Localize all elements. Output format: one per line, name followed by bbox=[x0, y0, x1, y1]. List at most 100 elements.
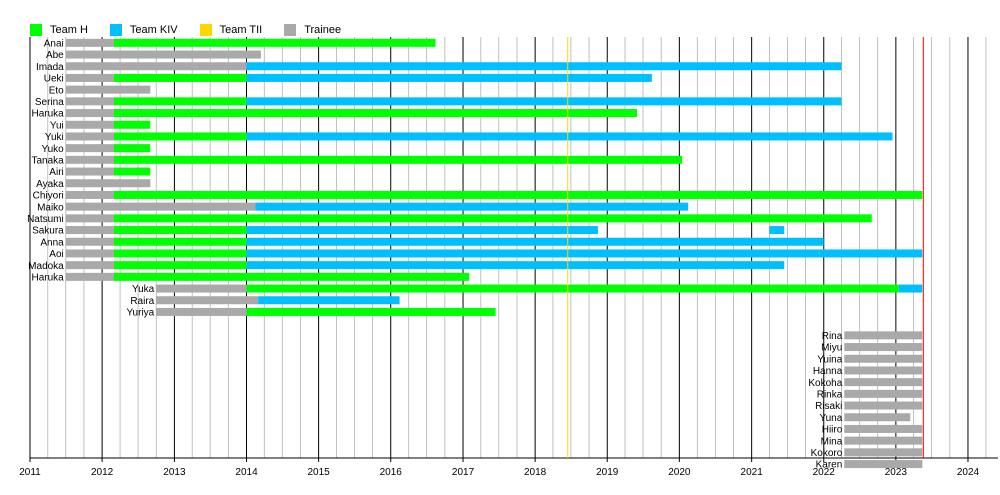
member-label: Rinka bbox=[817, 389, 843, 400]
bar-team-kiv bbox=[769, 226, 785, 235]
bar-team-kiv bbox=[246, 132, 893, 141]
bar-trainee bbox=[65, 214, 114, 223]
member-label: Kokoro bbox=[811, 448, 843, 459]
bar-team-h bbox=[246, 307, 496, 316]
legend-item-team-tii: Team TII bbox=[199, 24, 263, 36]
x-tick-label: 2021 bbox=[741, 467, 764, 478]
member-label: Mina bbox=[821, 436, 843, 447]
bar-team-h bbox=[113, 109, 638, 118]
legend-item-team-h: Team H bbox=[30, 24, 88, 36]
member-label: Rina bbox=[822, 331, 843, 342]
bar-team-h bbox=[113, 237, 247, 246]
legend-item-trainee: Trainee bbox=[284, 24, 341, 36]
bar-trainee bbox=[65, 226, 114, 235]
member-label: Ayaka bbox=[36, 179, 64, 190]
member-label: Hiiro bbox=[822, 425, 843, 436]
bar-team-kiv bbox=[246, 97, 842, 106]
legend-swatch-team-h bbox=[30, 24, 42, 36]
member-label: Tanaka bbox=[32, 155, 65, 166]
bar-trainee bbox=[65, 62, 247, 71]
bar-trainee bbox=[65, 132, 114, 141]
x-tick-label: 2016 bbox=[380, 467, 403, 478]
bar-trainee bbox=[65, 179, 151, 188]
bar-trainee bbox=[844, 366, 923, 375]
bar-trainee bbox=[65, 261, 114, 270]
member-label: Risaki bbox=[815, 401, 842, 412]
bar-trainee bbox=[844, 389, 923, 398]
x-tick-label: 2024 bbox=[957, 467, 980, 478]
bar-team-h bbox=[246, 284, 899, 293]
member-label: Kokoha bbox=[808, 378, 842, 389]
bar-trainee bbox=[65, 202, 256, 211]
bar-trainee bbox=[844, 378, 923, 387]
legend-label-team-tii: Team TII bbox=[219, 24, 263, 36]
bar-team-h bbox=[113, 144, 151, 153]
x-tick-label: 2018 bbox=[524, 467, 547, 478]
member-label: Raira bbox=[130, 296, 154, 307]
bar-trainee bbox=[65, 272, 114, 281]
member-label: Yuriya bbox=[126, 308, 154, 319]
x-tick-label: 2012 bbox=[91, 467, 114, 478]
bar-trainee bbox=[65, 167, 114, 176]
bar-trainee bbox=[844, 413, 911, 422]
member-label: Miyu bbox=[821, 343, 842, 354]
bar-trainee bbox=[844, 354, 923, 363]
bar-team-kiv bbox=[246, 249, 923, 258]
member-label: Abe bbox=[46, 50, 64, 61]
bar-trainee bbox=[156, 284, 247, 293]
member-label: Madoka bbox=[28, 261, 64, 272]
bar-team-h bbox=[113, 97, 247, 106]
bar-trainee bbox=[65, 73, 114, 82]
bar-team-kiv bbox=[258, 296, 400, 305]
bar-trainee bbox=[65, 144, 114, 153]
bar-trainee bbox=[844, 343, 923, 352]
member-label: Airi bbox=[49, 167, 63, 178]
legend-label-team-h: Team H bbox=[50, 24, 88, 36]
bar-trainee bbox=[844, 448, 923, 457]
x-tick-label: 2019 bbox=[596, 467, 619, 478]
bar-trainee bbox=[844, 331, 923, 340]
bar-trainee bbox=[65, 120, 114, 129]
bar-team-h bbox=[113, 38, 436, 47]
member-label: Haruka bbox=[32, 272, 65, 283]
member-label: Imada bbox=[36, 62, 64, 73]
bar-trainee bbox=[844, 460, 923, 469]
bar-trainee bbox=[844, 401, 923, 410]
bar-trainee bbox=[156, 296, 259, 305]
bar-team-h bbox=[113, 214, 872, 223]
bar-trainee bbox=[844, 424, 923, 433]
bar-trainee bbox=[65, 85, 151, 94]
x-tick-label: 2014 bbox=[235, 467, 258, 478]
bar-trainee bbox=[65, 155, 114, 164]
legend-item-team-kiv: Team KIV bbox=[109, 24, 178, 36]
member-label: Karen bbox=[816, 460, 843, 471]
bar-team-kiv bbox=[246, 73, 652, 82]
bar-trainee bbox=[844, 436, 923, 445]
bar-team-h bbox=[113, 167, 151, 176]
bar-team-h bbox=[113, 120, 151, 129]
bar-trainee bbox=[65, 190, 114, 199]
member-label: Aoi bbox=[49, 249, 63, 260]
legend-label-team-kiv: Team KIV bbox=[129, 24, 178, 36]
bar-trainee bbox=[65, 249, 114, 258]
bar-trainee bbox=[65, 97, 114, 106]
bar-team-h bbox=[113, 261, 247, 270]
x-tick-label: 2020 bbox=[668, 467, 691, 478]
bar-trainee bbox=[65, 38, 114, 47]
bar-team-h bbox=[113, 249, 247, 258]
member-label: Hanna bbox=[813, 366, 843, 377]
member-label: Eto bbox=[49, 85, 64, 96]
x-tick-label: 2015 bbox=[307, 467, 330, 478]
legend-swatch-team-kiv bbox=[109, 24, 122, 36]
legend-swatch-team-tii bbox=[199, 24, 212, 36]
bar-team-kiv bbox=[246, 261, 785, 270]
legend-swatch-trainee bbox=[284, 24, 297, 36]
bar-trainee bbox=[156, 307, 247, 316]
bar-team-h bbox=[113, 73, 247, 82]
member-label: Ueki bbox=[44, 74, 64, 85]
bar-team-kiv bbox=[246, 226, 598, 235]
bar-team-h bbox=[113, 190, 923, 199]
x-tick-label: 2011 bbox=[19, 467, 41, 478]
bar-team-h bbox=[113, 155, 683, 164]
member-label: Yuki bbox=[45, 132, 64, 143]
